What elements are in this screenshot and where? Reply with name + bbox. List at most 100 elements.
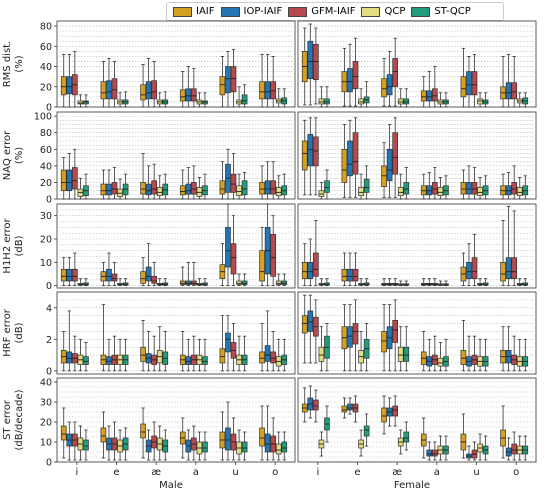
x-tick-label: æ	[392, 467, 402, 478]
box-iaif	[219, 180, 226, 195]
box-qcp	[318, 346, 325, 362]
box-qcp	[236, 280, 242, 285]
box-iaif	[301, 261, 308, 280]
legend-label: ST-QCP	[434, 6, 471, 17]
box-gfm-iaif	[511, 82, 518, 100]
y-tick-label: 20	[40, 418, 52, 429]
box-iaif	[460, 349, 467, 365]
box-iop-iaif	[505, 257, 512, 280]
box-iop-iaif	[347, 403, 353, 411]
box-gfm-iaif	[230, 66, 237, 93]
legend-label: IOP-IAIF	[243, 6, 283, 17]
box-iop-iaif	[347, 140, 353, 177]
box-qcp	[77, 100, 84, 105]
panel-frame	[56, 291, 296, 375]
box-gfm-iaif	[270, 81, 277, 100]
box-gfm-iaif	[191, 88, 197, 102]
legend: IAIF IOP-IAIF GFM-IAIF QCP ST-QCP	[166, 2, 504, 21]
x-tick-label: i	[316, 467, 319, 478]
box-iaif	[500, 261, 506, 282]
box-qcp	[437, 187, 444, 197]
box-iaif	[140, 84, 146, 101]
box-iop-iaif	[264, 345, 271, 362]
box-iaif	[259, 182, 265, 195]
y-tick-label: 0	[46, 103, 52, 114]
box-iaif	[381, 331, 387, 353]
box-gfm-iaif	[313, 399, 319, 411]
y-tick-label: 60	[40, 42, 52, 53]
box-gfm-iaif	[471, 71, 478, 96]
box-gfm-iaif	[432, 182, 438, 195]
legend-swatch-gfm-iaif	[288, 6, 308, 17]
legend-label: GFM-IAIF	[311, 6, 356, 17]
box-iaif	[140, 271, 146, 284]
box-gfm-iaif	[111, 273, 118, 282]
box-iop-iaif	[225, 332, 231, 353]
y-tick-label: 80	[40, 22, 52, 33]
box-qcp	[397, 187, 404, 197]
box-iaif	[341, 405, 348, 413]
box-iaif	[301, 315, 308, 334]
y-tick-label: 0	[46, 195, 52, 206]
box-gfm-iaif	[471, 257, 478, 280]
box-iaif	[420, 90, 427, 102]
x-tick-label: e	[113, 467, 119, 478]
y-axis-label-line: RMS dist.	[2, 41, 13, 88]
y-axis-label: HRF error(dB)	[2, 308, 25, 356]
box-iaif	[259, 250, 265, 282]
box-iop-iaif	[347, 268, 353, 282]
box-iaif	[259, 81, 265, 100]
panel-frame	[56, 377, 296, 463]
box-iaif	[460, 182, 467, 195]
box-iop-iaif	[386, 74, 393, 96]
box-iop-iaif	[225, 427, 231, 451]
y-axis-label: RMS dist.(%)	[2, 41, 25, 88]
box-iaif	[219, 348, 226, 364]
box-gfm-iaif	[111, 182, 118, 195]
legend-label: IAIF	[196, 6, 215, 17]
box-iaif	[341, 268, 348, 282]
y-tick-label: 40	[40, 378, 52, 389]
legend-item: IOP-IAIF	[220, 6, 283, 17]
box-st-qcp	[281, 280, 288, 285]
box-qcp	[437, 357, 444, 367]
y-tick-label: 10	[40, 438, 52, 449]
box-gfm-iaif	[313, 252, 319, 277]
box-gfm-iaif	[352, 61, 359, 90]
box-gfm-iaif	[511, 443, 518, 455]
box-st-qcp	[83, 439, 89, 451]
y-tick-label: 20	[40, 82, 52, 93]
box-iop-iaif	[106, 80, 112, 100]
box-qcp	[516, 187, 523, 197]
box-iaif	[301, 140, 308, 171]
y-tick-label: 30	[40, 398, 52, 409]
panel-frame	[297, 377, 537, 463]
box-st-qcp	[241, 180, 248, 196]
x-tick-label: o	[513, 467, 519, 478]
box-gfm-iaif	[191, 182, 197, 195]
box-iop-iaif	[264, 81, 271, 100]
box-iaif	[100, 81, 107, 100]
box-gfm-iaif	[151, 80, 158, 100]
box-gfm-iaif	[111, 78, 118, 100]
box-iop-iaif	[347, 68, 353, 93]
box-gfm-iaif	[392, 405, 399, 417]
box-iaif	[100, 183, 107, 196]
box-iop-iaif	[307, 40, 314, 80]
y-tick-label: 60	[40, 145, 52, 156]
box-qcp	[156, 187, 163, 197]
box-st-qcp	[403, 182, 410, 195]
x-tick-label: u	[232, 467, 238, 478]
y-tick-label: 80	[40, 128, 52, 139]
y-tick-label: 100	[34, 112, 52, 123]
box-iop-iaif	[466, 261, 472, 280]
box-iop-iaif	[225, 226, 231, 268]
x-tick-label: o	[272, 467, 278, 478]
y-axis-label-line: NAQ error	[2, 130, 13, 180]
box-iop-iaif	[106, 356, 112, 365]
box-gfm-iaif	[230, 243, 237, 275]
box-iaif	[140, 346, 146, 362]
box-iop-iaif	[466, 71, 472, 96]
x-tick-label: a	[193, 467, 199, 478]
